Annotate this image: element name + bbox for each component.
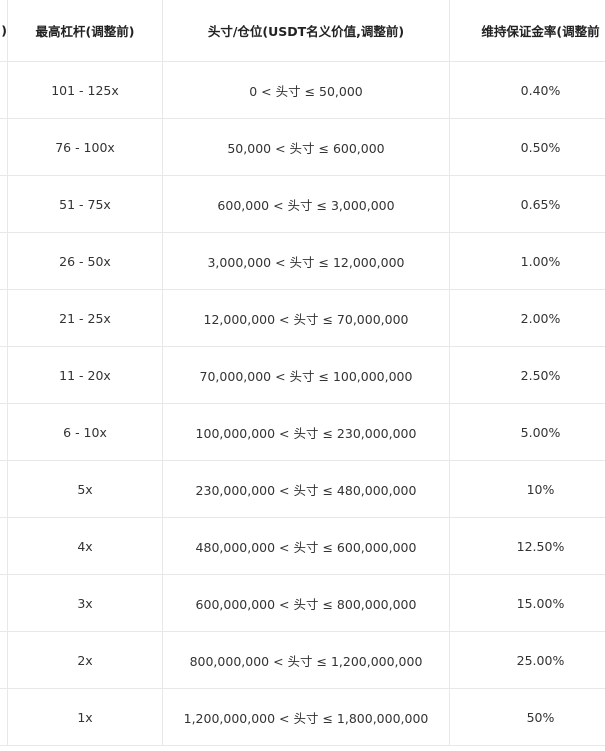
stub-cell <box>0 290 8 347</box>
table-cell: 1,200,000,000 < 头寸 ≤ 1,800,000,000 <box>163 689 450 746</box>
table-cell: 230,000,000 < 头寸 ≤ 480,000,000 <box>163 461 450 518</box>
table-cell: 0.40% <box>450 62 605 119</box>
table-cell: 480,000,000 < 头寸 ≤ 600,000,000 <box>163 518 450 575</box>
table-cell: 70,000,000 < 头寸 ≤ 100,000,000 <box>163 347 450 404</box>
table-cell: 12.50% <box>450 518 605 575</box>
stub-cell <box>0 632 8 689</box>
table-cell: 101 - 125x <box>8 62 163 119</box>
table-cell: 76 - 100x <box>8 119 163 176</box>
table-cell: 1x <box>8 689 163 746</box>
table-cell: 600,000 < 头寸 ≤ 3,000,000 <box>163 176 450 233</box>
header-cell: 维持保证金率(调整前 <box>450 0 605 62</box>
table-cell: 5.00% <box>450 404 605 461</box>
table-cell: 1.00% <box>450 233 605 290</box>
stub-cell <box>0 404 8 461</box>
table-cell: 2x <box>8 632 163 689</box>
table-cell: 11 - 20x <box>8 347 163 404</box>
stub-cell <box>0 461 8 518</box>
table-cell: 3x <box>8 575 163 632</box>
stub-cell <box>0 176 8 233</box>
table-cell: 600,000,000 < 头寸 ≤ 800,000,000 <box>163 575 450 632</box>
table-cell: 0.50% <box>450 119 605 176</box>
table-cell: 10% <box>450 461 605 518</box>
table-cell: 2.50% <box>450 347 605 404</box>
table-cell: 800,000,000 < 头寸 ≤ 1,200,000,000 <box>163 632 450 689</box>
table-cell: 6 - 10x <box>8 404 163 461</box>
table-cell: 50% <box>450 689 605 746</box>
table-cell: 26 - 50x <box>8 233 163 290</box>
table-cell: 15.00% <box>450 575 605 632</box>
table-cell: 2.00% <box>450 290 605 347</box>
table-cell: 0 < 头寸 ≤ 50,000 <box>163 62 450 119</box>
stub-cell <box>0 347 8 404</box>
stub-cell <box>0 689 8 746</box>
table-cell: 25.00% <box>450 632 605 689</box>
header-cell: 最高杠杆(调整前) <box>8 0 163 62</box>
table-cell: 51 - 75x <box>8 176 163 233</box>
header-cell: ) <box>0 0 8 62</box>
stub-cell <box>0 518 8 575</box>
stub-cell <box>0 575 8 632</box>
table-cell: 21 - 25x <box>8 290 163 347</box>
table-cell: 100,000,000 < 头寸 ≤ 230,000,000 <box>163 404 450 461</box>
table-cell: 4x <box>8 518 163 575</box>
table-cell: 5x <box>8 461 163 518</box>
table-cell: 50,000 < 头寸 ≤ 600,000 <box>163 119 450 176</box>
table-cell: 12,000,000 < 头寸 ≤ 70,000,000 <box>163 290 450 347</box>
stub-cell <box>0 62 8 119</box>
table-cell: 3,000,000 < 头寸 ≤ 12,000,000 <box>163 233 450 290</box>
table-cell: 0.65% <box>450 176 605 233</box>
stub-cell <box>0 233 8 290</box>
stub-cell <box>0 119 8 176</box>
header-cell: 头寸/仓位(USDT名义价值,调整前) <box>163 0 450 62</box>
